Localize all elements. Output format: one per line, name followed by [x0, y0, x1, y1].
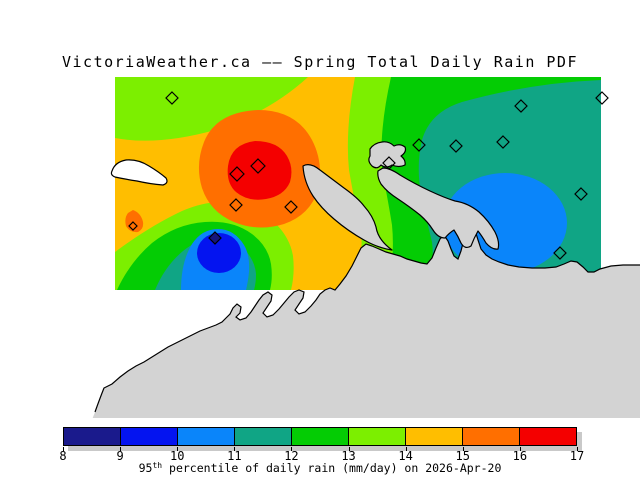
peninsula-chain [377, 167, 500, 250]
plot-title: VictoriaWeather.ca —— Spring Total Daily… [61, 53, 578, 71]
colorbar-segment [405, 428, 462, 445]
colorbar-segment [291, 428, 348, 445]
colorbar-segment [64, 428, 120, 445]
ridge-wedge [302, 164, 393, 251]
colorbar-tick [234, 447, 236, 451]
colorbar-tick-label: 13 [341, 449, 356, 463]
colorbar-tick-label: 15 [455, 449, 470, 463]
colorbar-tick-label: 16 [512, 449, 528, 463]
colorbar-tick-label: 17 [569, 449, 585, 463]
colorbar-tick [405, 447, 407, 451]
station-marker [250, 158, 266, 174]
station-marker [208, 231, 222, 245]
colorbar-segment [462, 428, 519, 445]
colorbar-segment [120, 428, 177, 445]
colorbar-tick-label: 12 [284, 449, 299, 463]
station-marker [128, 221, 138, 231]
colorbar-tick [63, 447, 64, 451]
island-group [368, 141, 407, 169]
station-marker [574, 187, 588, 201]
station-marker [229, 198, 243, 212]
colorbar [63, 427, 577, 446]
colorbar-tick [291, 447, 293, 451]
colorbar-segment [348, 428, 405, 445]
colorbar-tick [177, 447, 179, 451]
station-marker [595, 91, 609, 105]
colorbar-tick-label: 9 [116, 449, 124, 463]
south-landmass [92, 223, 640, 418]
station-marker [165, 91, 179, 105]
colorbar-tick [348, 447, 350, 451]
station-marker [449, 139, 463, 153]
colorbar-tick-label: 11 [227, 449, 242, 463]
colorbar-tick [462, 447, 464, 451]
colorbar-tick [577, 447, 578, 451]
station-marker [553, 246, 567, 260]
colorbar-segment [177, 428, 234, 445]
colorbar-tick-label: 14 [398, 449, 413, 463]
station-marker [382, 156, 396, 170]
colorbar-caption: 95th percentile of daily rain (mm/day) o… [138, 461, 502, 475]
lake-outline [110, 159, 168, 186]
colorbar-tick-label: 8 [59, 449, 67, 463]
station-marker [496, 135, 510, 149]
colorbar-segment [234, 428, 291, 445]
colorbar-tick [120, 447, 122, 451]
colorbar-tick [519, 447, 521, 451]
colorbar-segment [519, 428, 576, 445]
station-marker [229, 166, 245, 182]
station-marker [514, 99, 528, 113]
colorbar-tick-label: 10 [169, 449, 185, 463]
station-marker [412, 138, 426, 152]
land-masses [92, 141, 640, 418]
station-marker [284, 200, 298, 214]
station-markers [128, 91, 609, 260]
